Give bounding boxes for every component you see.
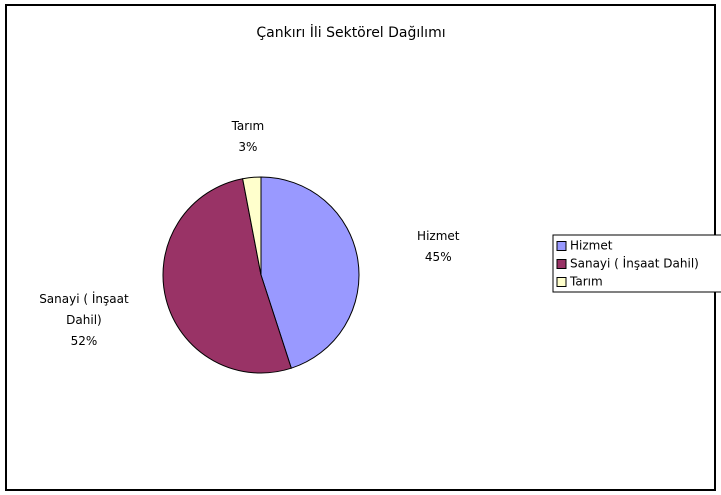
- data-label-name: Sanayi ( İnşaat Dahil): [39, 291, 129, 327]
- data-label: Sanayi ( İnşaat Dahil) 52%: [17, 289, 151, 352]
- data-label: Tarım 3%: [181, 116, 315, 158]
- legend-label: Sanayi ( İnşaat Dahil): [570, 256, 699, 271]
- data-label-value: 52%: [70, 333, 98, 348]
- legend-box: [552, 234, 721, 293]
- data-label: Hizmet 45%: [371, 226, 505, 268]
- legend-swatch: [556, 241, 567, 251]
- pie-slice: [260, 176, 360, 369]
- legend-swatch: [556, 277, 567, 287]
- legend-label: Hizmet: [570, 239, 613, 253]
- data-label-value: 45%: [424, 249, 452, 264]
- pie-slice: [242, 176, 262, 276]
- data-label-value: 3%: [238, 139, 258, 154]
- legend-swatch: [556, 259, 567, 269]
- data-label-name: Hizmet: [417, 228, 460, 243]
- legend-label: Tarım: [569, 275, 603, 289]
- chart-title: Çankırı İli Sektörel Dağılımı: [256, 23, 445, 41]
- data-label-name: Tarım: [231, 118, 265, 133]
- pie-slice: [162, 178, 292, 374]
